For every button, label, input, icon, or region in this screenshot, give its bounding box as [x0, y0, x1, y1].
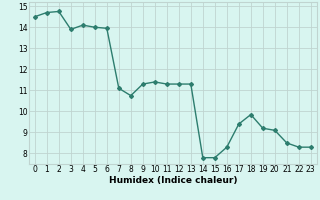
X-axis label: Humidex (Indice chaleur): Humidex (Indice chaleur): [108, 176, 237, 185]
